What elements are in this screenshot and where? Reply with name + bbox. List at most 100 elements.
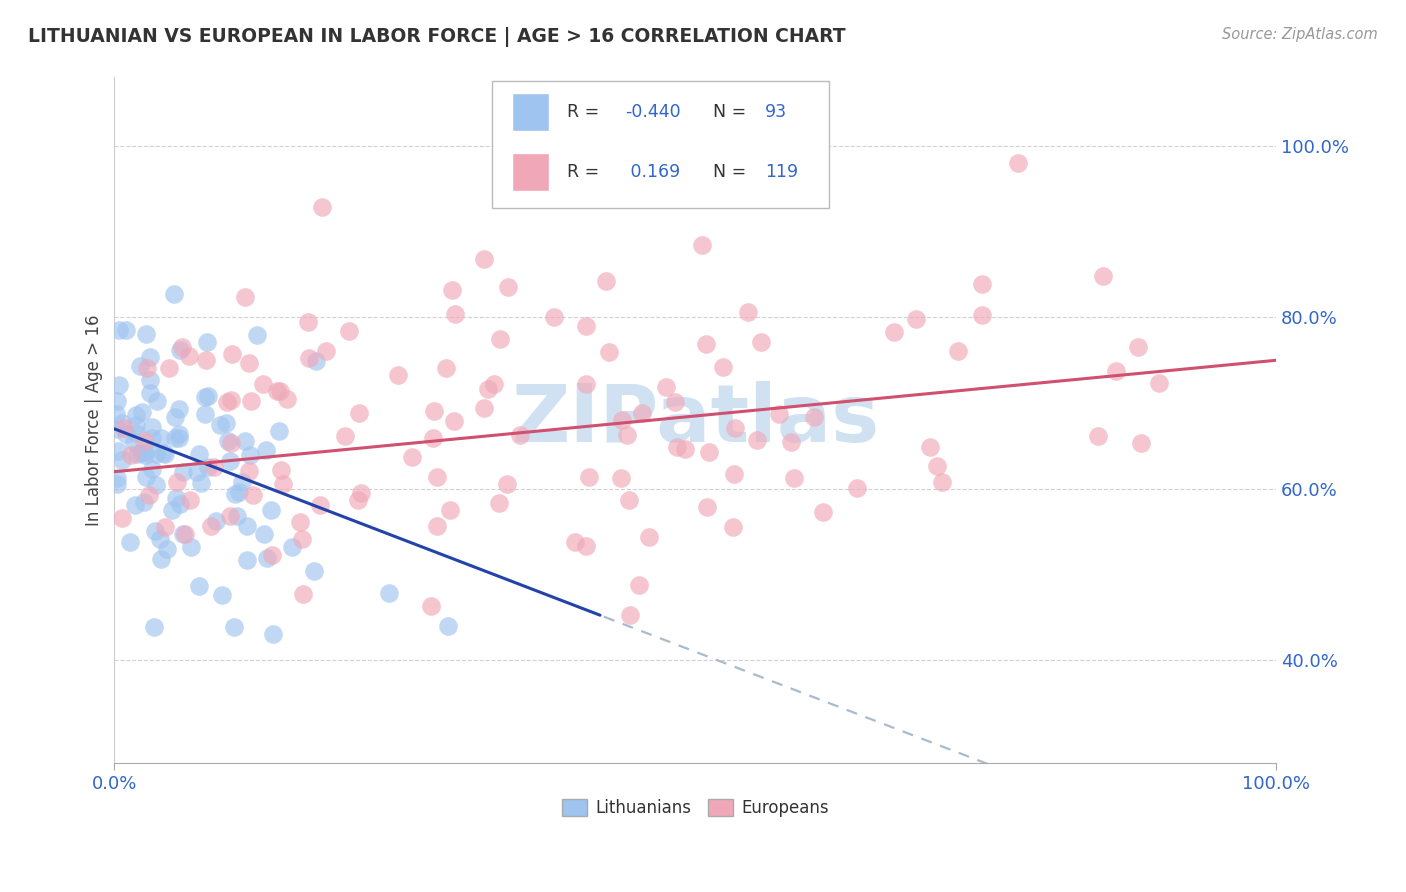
Point [132, 495, 155, 509]
Point [131, 405, 153, 419]
Point [673, 442, 696, 456]
Text: N =: N = [713, 163, 745, 181]
Point [690, 238, 713, 252]
Point [166, 475, 188, 489]
Point [127, 447, 149, 461]
Point [125, 425, 148, 440]
Point [905, 312, 928, 326]
Point [315, 343, 337, 358]
Point [135, 326, 157, 341]
Point [496, 280, 519, 294]
Point [749, 334, 772, 349]
Point [931, 475, 953, 489]
Point [163, 409, 186, 424]
Point [1147, 376, 1170, 390]
Point [125, 417, 148, 432]
Point [228, 485, 250, 500]
Point [280, 540, 302, 554]
Point [616, 428, 638, 442]
Point [226, 509, 249, 524]
Point [972, 308, 994, 322]
Point [260, 503, 283, 517]
Point [202, 460, 225, 475]
Point [110, 510, 132, 524]
Point [1130, 436, 1153, 450]
Point [115, 426, 138, 441]
Point [610, 413, 633, 427]
Point [134, 448, 156, 462]
Point [631, 407, 654, 421]
Point [231, 475, 253, 489]
Text: 93: 93 [765, 103, 787, 120]
Point [474, 252, 496, 266]
Point [125, 409, 148, 423]
Point [811, 505, 834, 519]
Point [172, 526, 194, 541]
Point [219, 454, 242, 468]
Point [575, 319, 598, 334]
Point [267, 424, 290, 438]
Point [138, 488, 160, 502]
Point [105, 477, 128, 491]
Point [194, 390, 217, 404]
Point [108, 322, 131, 336]
Point [495, 477, 517, 491]
Point [305, 354, 328, 368]
Point [292, 587, 315, 601]
Point [238, 464, 260, 478]
Point [221, 347, 243, 361]
Point [628, 578, 651, 592]
Point [477, 382, 499, 396]
Point [205, 514, 228, 528]
Text: ZIPatlas: ZIPatlas [510, 381, 879, 459]
Point [200, 518, 222, 533]
Point [437, 619, 460, 633]
Text: N =: N = [713, 103, 745, 120]
Point [256, 550, 278, 565]
Point [443, 414, 465, 428]
Point [254, 443, 277, 458]
Point [149, 532, 172, 546]
Point [262, 548, 284, 562]
Point [302, 565, 325, 579]
Point [350, 486, 373, 500]
Point [346, 492, 368, 507]
Point [179, 493, 201, 508]
Point [195, 335, 218, 350]
Point [221, 436, 243, 450]
Point [217, 434, 239, 448]
Point [598, 344, 620, 359]
Point [190, 476, 212, 491]
Point [925, 458, 948, 473]
Point [664, 395, 686, 409]
Point [574, 539, 596, 553]
Point [782, 471, 804, 485]
Point [946, 344, 969, 359]
Point [270, 463, 292, 477]
Point [195, 353, 218, 368]
Point [219, 392, 242, 407]
Point [211, 588, 233, 602]
Point [426, 470, 449, 484]
Point [724, 421, 747, 435]
Point [141, 419, 163, 434]
Point [291, 533, 314, 547]
Point [236, 519, 259, 533]
Point [139, 373, 162, 387]
Point [1091, 268, 1114, 283]
Point [242, 488, 264, 502]
Point [139, 350, 162, 364]
Point [695, 337, 717, 351]
Point [1105, 364, 1128, 378]
Point [129, 359, 152, 373]
Point [156, 542, 179, 557]
FancyBboxPatch shape [492, 81, 828, 208]
Point [1007, 156, 1029, 170]
Point [617, 492, 640, 507]
Point [173, 527, 195, 541]
Point [107, 444, 129, 458]
Point [472, 401, 495, 416]
Point [143, 524, 166, 538]
Point [132, 434, 155, 448]
Point [115, 323, 138, 337]
